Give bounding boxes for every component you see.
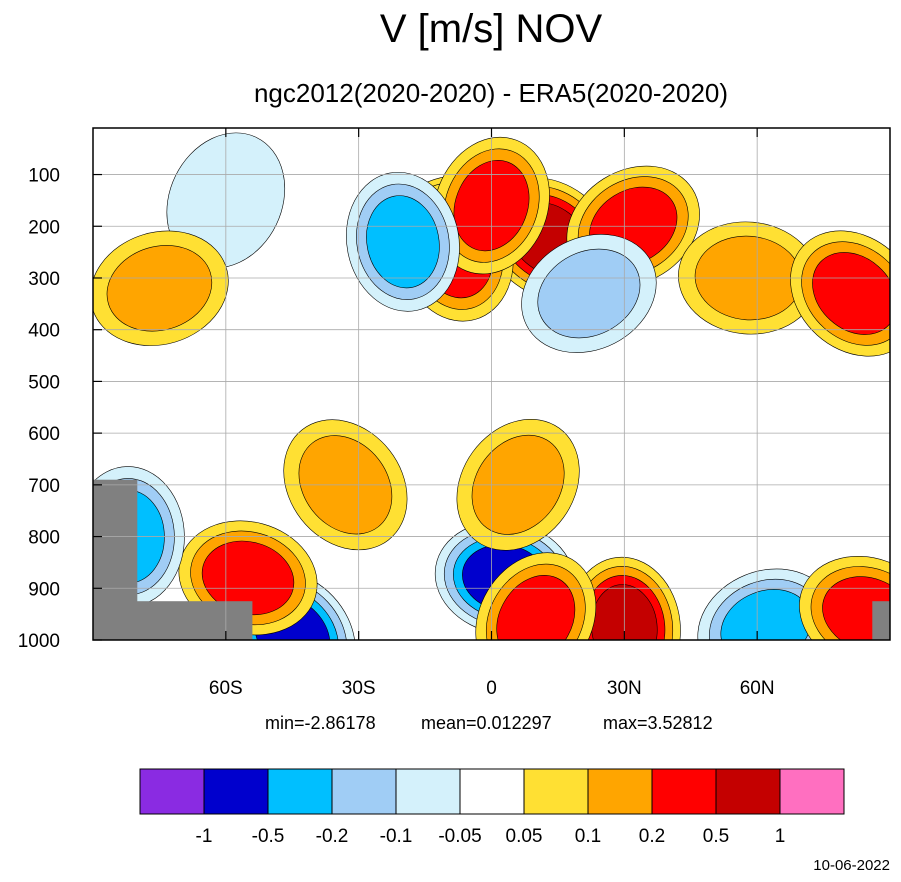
y-tick-label: 200 <box>28 217 60 238</box>
y-tick-label: 100 <box>28 166 60 187</box>
y-tick-label: 1000 <box>18 631 60 652</box>
y-tick-label: 700 <box>28 476 60 497</box>
colorbar-label: 0.05 <box>506 826 543 847</box>
colorbar-label: 0.1 <box>575 826 601 847</box>
y-tick-label: 600 <box>28 424 60 445</box>
colorbar-box <box>779 768 845 815</box>
y-tick-label: 400 <box>28 321 60 342</box>
x-tick-label: 30S <box>342 678 376 699</box>
date-stamp: 10-06-2022 <box>813 857 890 874</box>
colorbar-label: -0.1 <box>380 826 413 847</box>
colorbar-label: -0.05 <box>438 826 481 847</box>
colorbar-box <box>459 768 525 815</box>
colorbar: -1 -0.5 -0.2 -0.1 -0.05 0.05 0.1 0.2 0.5 1 <box>139 768 845 847</box>
stats-min: min=-2.86178 <box>265 713 376 733</box>
colorbar-box <box>331 768 397 815</box>
x-axis: 60S 30S 0 30N 60N <box>209 128 775 699</box>
colorbar-label: -0.2 <box>316 826 349 847</box>
contour-region <box>812 252 890 335</box>
colorbar-box <box>587 768 653 815</box>
stats-max: max=3.52812 <box>603 713 713 733</box>
x-tick-label: 60N <box>740 678 775 699</box>
colorbar-box <box>267 768 333 815</box>
colorbar-label: 0.5 <box>703 826 729 847</box>
y-axis: 100 200 300 400 500 600 700 800 900 1000 <box>18 166 102 652</box>
colorbar-box <box>203 768 269 815</box>
colorbar-label: 1 <box>775 826 786 847</box>
x-tick-label: 30N <box>607 678 642 699</box>
colorbar-box <box>395 768 461 815</box>
missing-data-region <box>872 601 890 640</box>
colorbar-box <box>139 768 205 815</box>
colorbar-box <box>523 768 589 815</box>
contour-region <box>366 195 440 289</box>
colorbar-label: 0.2 <box>639 826 665 847</box>
colorbar-label: -1 <box>196 826 213 847</box>
colorbar-label: -0.5 <box>252 826 285 847</box>
stats-mean: mean=0.012297 <box>421 713 552 733</box>
colorbar-box <box>651 768 717 815</box>
contour-region <box>537 248 641 339</box>
y-tick-label: 500 <box>28 372 60 393</box>
colorbar-box <box>715 768 781 815</box>
chart-subtitle: ngc2012(2020-2020) - ERA5(2020-2020) <box>254 78 728 108</box>
missing-data-region <box>93 601 253 640</box>
x-tick-label: 0 <box>486 678 497 699</box>
x-tick-label: 60S <box>209 678 243 699</box>
y-tick-label: 300 <box>28 269 60 290</box>
contour-region <box>496 575 576 640</box>
chart-title: V [m/s] NOV <box>380 7 603 51</box>
y-tick-label: 900 <box>28 579 60 600</box>
y-tick-label: 800 <box>28 528 60 549</box>
contour-region <box>822 576 890 640</box>
contour-region <box>106 245 213 332</box>
